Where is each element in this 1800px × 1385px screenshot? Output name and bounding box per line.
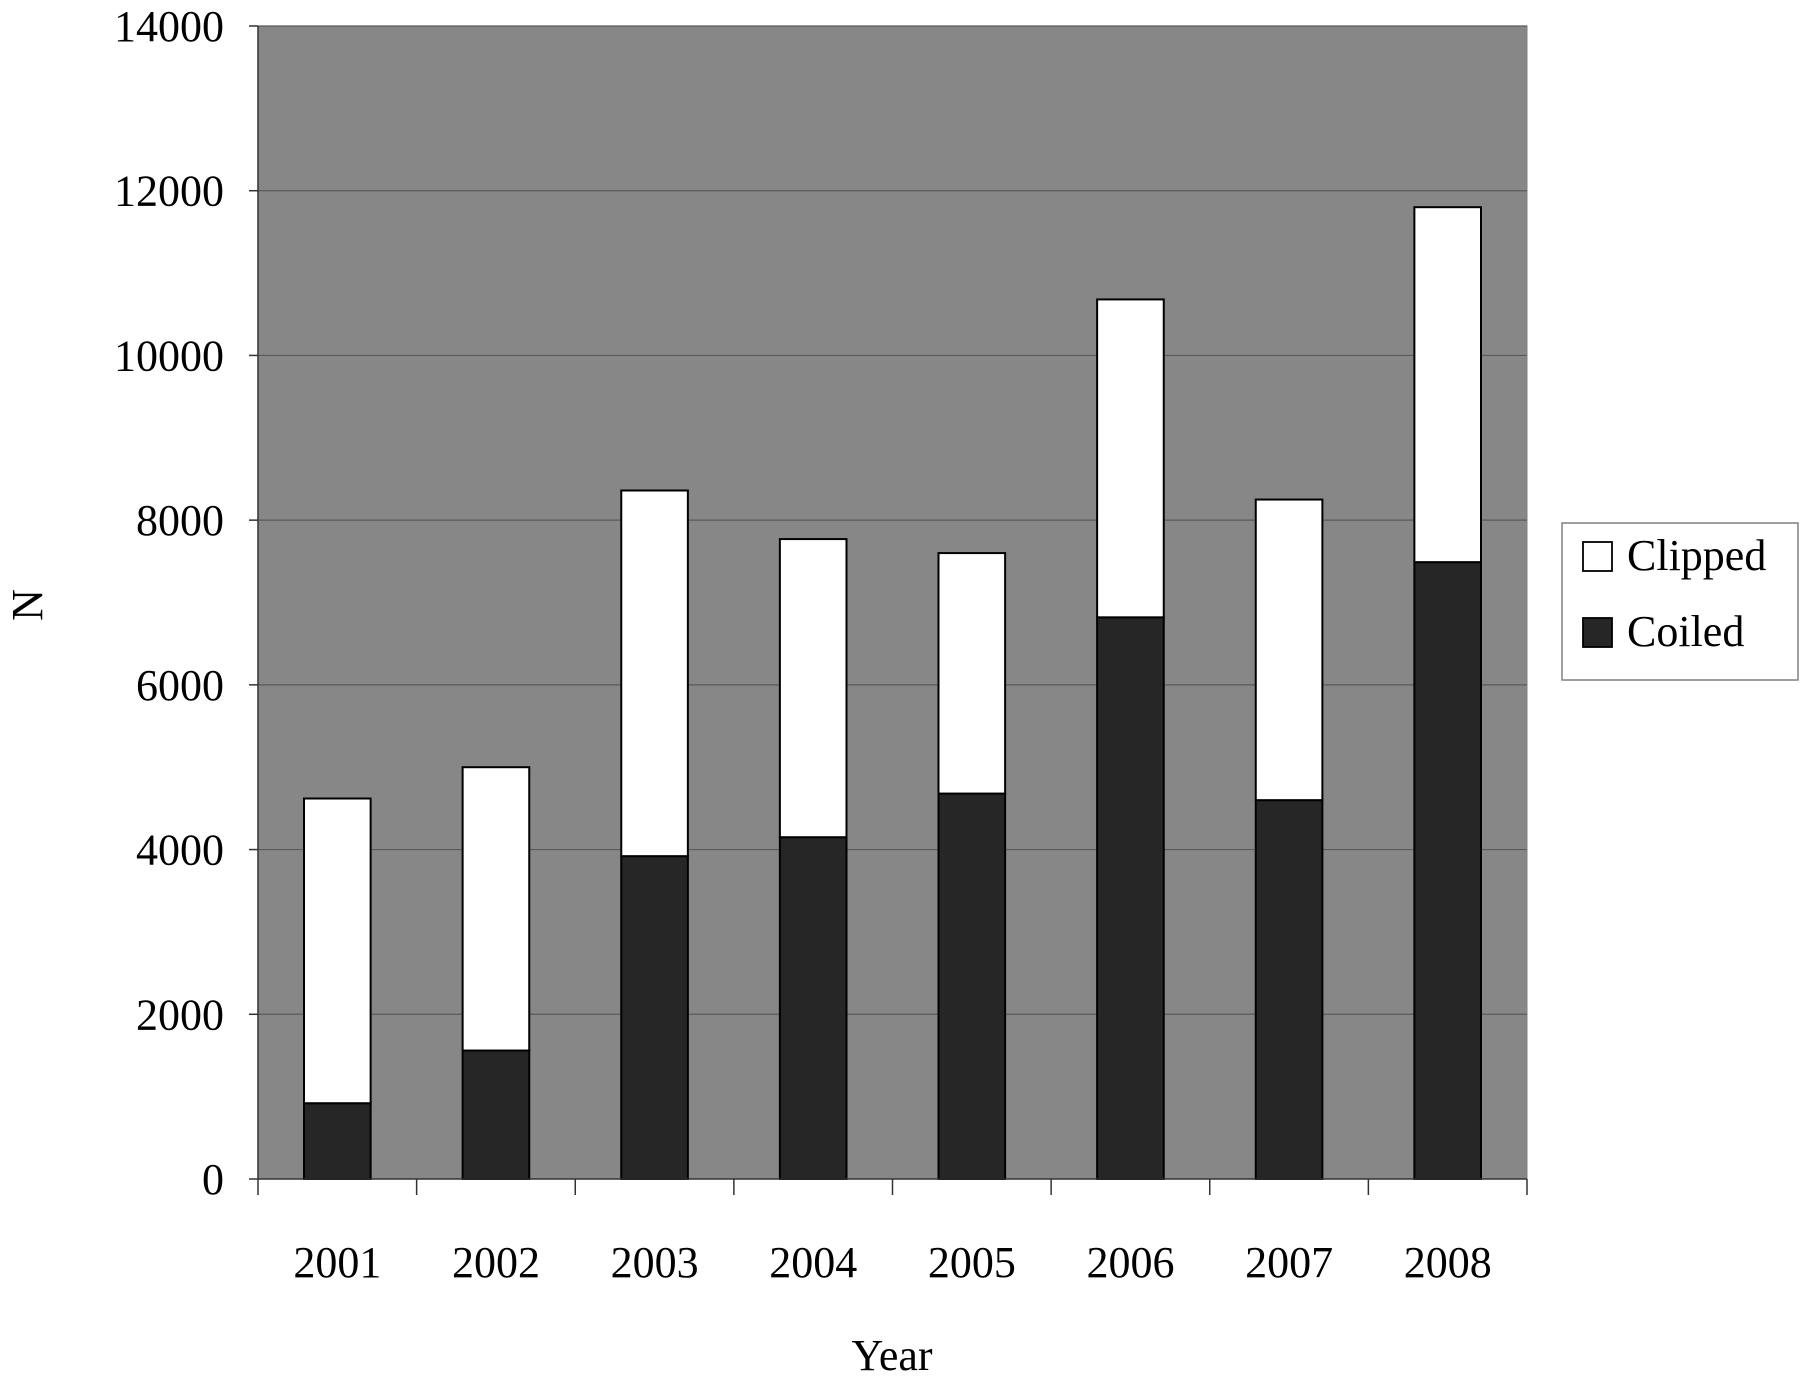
bar-clipped-2004 <box>778 538 848 839</box>
x-tick-label: 2008 <box>1404 1238 1492 1287</box>
y-tick-label: 4000 <box>136 826 224 875</box>
plot-area <box>257 25 1528 1180</box>
x-tick-label: 2001 <box>293 1238 381 1287</box>
bar-clipped-2003 <box>620 489 689 858</box>
bar-coiled-2005 <box>937 792 1007 1180</box>
y-tick-labels: 0 2000 4000 6000 8000 10000 12000 14000 <box>114 2 224 1204</box>
bar-coiled-2006 <box>1096 616 1165 1180</box>
legend: Clipped Coiled <box>1561 522 1799 681</box>
bar-coiled-2002 <box>461 1049 531 1180</box>
bar-clipped-2008 <box>1413 206 1482 564</box>
legend-swatch-clipped <box>1582 541 1613 572</box>
y-tick-label: 12000 <box>114 167 224 216</box>
bar-clipped-2006 <box>1096 298 1165 619</box>
y-tick-label: 0 <box>202 1155 224 1204</box>
y-tick-label: 8000 <box>136 496 224 545</box>
bar-coiled-2007 <box>1254 799 1324 1181</box>
bar-clipped-2001 <box>303 797 372 1105</box>
legend-label-coiled: Coiled <box>1627 607 1744 656</box>
x-tick-label: 2006 <box>1086 1238 1174 1287</box>
x-tick-label: 2005 <box>928 1238 1016 1287</box>
y-tick-label: 2000 <box>136 990 224 1039</box>
bar-coiled-2004 <box>778 836 848 1180</box>
bar-clipped-2002 <box>461 766 531 1052</box>
bar-coiled-2003 <box>620 855 689 1180</box>
y-tick-label: 14000 <box>114 2 224 51</box>
bar-clipped-2005 <box>937 552 1007 795</box>
x-tick-labels: 2001 2002 2003 2004 2005 2006 2007 2008 <box>293 1238 1491 1287</box>
x-tick-label: 2004 <box>769 1238 857 1287</box>
x-axis-title: Year <box>851 1331 932 1380</box>
bar-clipped-2007 <box>1254 498 1324 802</box>
bar-coiled-2001 <box>303 1102 372 1181</box>
legend-swatch-coiled <box>1582 617 1613 648</box>
axes <box>249 25 1528 1195</box>
y-axis-title: N <box>3 589 52 621</box>
y-tick-label: 6000 <box>136 661 224 710</box>
x-tick-label: 2007 <box>1245 1238 1333 1287</box>
y-tick-label: 10000 <box>114 331 224 380</box>
bar-coiled-2008 <box>1413 561 1482 1180</box>
bars <box>303 206 1482 1181</box>
x-tick-label: 2003 <box>611 1238 699 1287</box>
x-tick-label: 2002 <box>452 1238 540 1287</box>
legend-label-clipped: Clipped <box>1627 531 1766 580</box>
